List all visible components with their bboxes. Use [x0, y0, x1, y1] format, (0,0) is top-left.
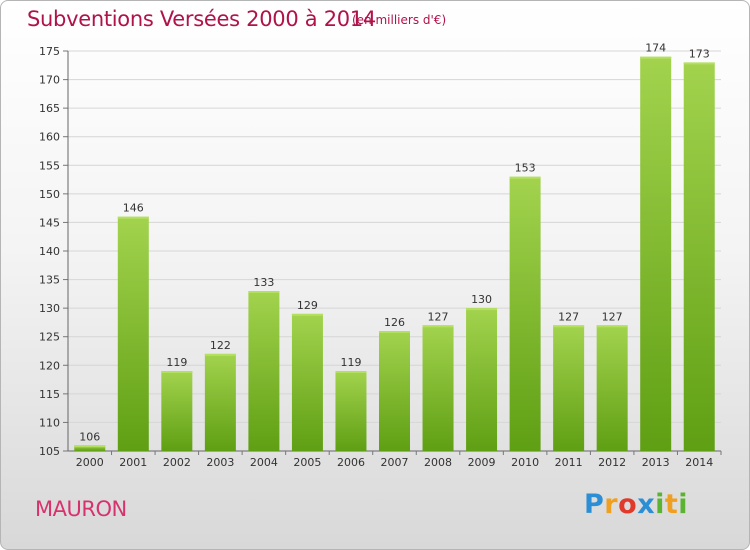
x-tick-label: 2004 — [250, 456, 278, 469]
y-tick-label: 170 — [39, 74, 60, 87]
bar-2005 — [291, 313, 323, 451]
bar-highlight — [335, 371, 367, 373]
y-tick-label: 140 — [39, 245, 60, 258]
chart-subtitle: (en milliers d'€) — [352, 13, 447, 27]
x-tick-label: 2011 — [555, 456, 583, 469]
data-label: 129 — [297, 299, 318, 312]
bar-2003 — [204, 353, 236, 451]
y-tick-label: 120 — [39, 359, 60, 372]
x-tick-label: 2006 — [337, 456, 365, 469]
data-labels: 106 146 119 122 133 129 119 126 127 130 153 127 127 1… — [79, 42, 709, 444]
x-tick-label: 2007 — [381, 456, 409, 469]
x-tick-label: 2000 — [76, 456, 104, 469]
bar-2001 — [117, 216, 149, 451]
data-label: 174 — [645, 42, 666, 55]
bar-2004 — [248, 291, 280, 451]
commune-name: MAURON — [35, 497, 127, 521]
x-tick-label: 2012 — [598, 456, 626, 469]
y-tick-label: 135 — [39, 274, 60, 287]
bar-2007 — [379, 331, 410, 451]
data-label: 106 — [79, 430, 100, 443]
bar-2000 — [74, 445, 106, 451]
bar-highlight — [204, 353, 236, 356]
y-tick-label: 115 — [39, 388, 60, 401]
y-tick-label: 155 — [39, 159, 60, 172]
data-label: 119 — [166, 356, 187, 369]
bars — [74, 56, 715, 452]
data-label: 146 — [123, 202, 144, 215]
x-tick-label: 2009 — [468, 456, 496, 469]
bar-highlight — [553, 325, 585, 328]
data-label: 133 — [253, 276, 274, 289]
bar-highlight — [248, 291, 280, 293]
data-label: 153 — [515, 162, 536, 175]
bar-highlight — [683, 62, 715, 65]
bar-highlight — [379, 331, 410, 333]
data-label: 173 — [689, 47, 710, 60]
data-label: 127 — [428, 310, 449, 323]
bar-2006 — [335, 371, 367, 451]
bar-highlight — [291, 313, 323, 316]
chart-title: Subventions Versées 2000 à 2014 — [27, 7, 376, 31]
data-label: 119 — [340, 356, 361, 369]
bar-highlight — [74, 445, 106, 448]
x-tick-label: 2014 — [685, 456, 713, 469]
x-tick-label: 2008 — [424, 456, 452, 469]
bar-2013 — [640, 56, 672, 451]
bar-highlight — [596, 325, 628, 328]
y-tick-label: 175 — [39, 45, 60, 58]
proxiti-logo: Proxiti — [584, 489, 689, 520]
y-tick-label: 150 — [39, 188, 60, 201]
bar-2008 — [422, 325, 454, 451]
bar-highlight — [640, 56, 672, 59]
y-tick-label: 105 — [39, 445, 60, 458]
bar-2009 — [466, 308, 498, 451]
data-label: 122 — [210, 339, 231, 352]
y-tick-label: 165 — [39, 102, 60, 115]
y-tick-label: 130 — [39, 302, 60, 315]
bar-2011 — [553, 325, 585, 451]
bar-2014 — [683, 62, 715, 452]
data-label: 127 — [558, 310, 579, 323]
bar-highlight — [466, 308, 498, 311]
bar-2010 — [509, 176, 541, 451]
y-tick-label: 125 — [39, 331, 60, 344]
bar-2012 — [596, 325, 628, 451]
bar-highlight — [161, 371, 193, 373]
bar-2002 — [161, 371, 193, 451]
bar-highlight — [422, 325, 454, 328]
data-label: 130 — [471, 293, 492, 306]
x-tick-label: 2003 — [206, 456, 234, 469]
data-label: 127 — [602, 310, 623, 323]
y-tick-label: 110 — [39, 416, 60, 429]
x-tick-label: 2013 — [642, 456, 670, 469]
x-tick-label: 2001 — [119, 456, 147, 469]
x-tick-label: 2005 — [293, 456, 321, 469]
y-tick-label: 145 — [39, 216, 60, 229]
x-tick-label: 2002 — [163, 456, 191, 469]
bar-highlight — [117, 216, 149, 219]
x-tick-label: 2010 — [511, 456, 539, 469]
y-tick-label: 160 — [39, 131, 60, 144]
data-label: 126 — [384, 316, 405, 329]
bar-highlight — [509, 176, 541, 179]
